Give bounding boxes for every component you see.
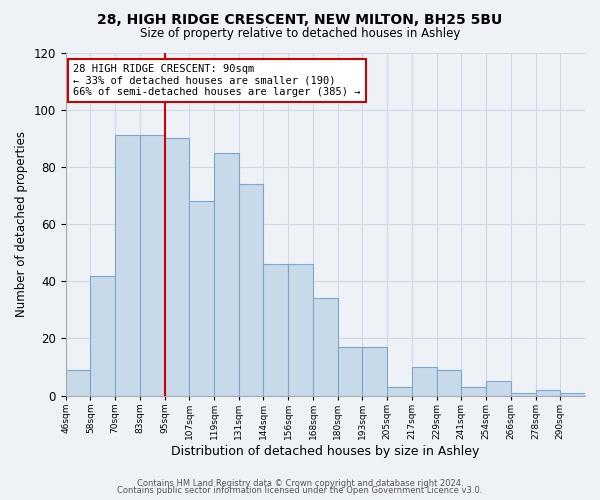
Bar: [536, 390, 560, 396]
Bar: [412, 367, 437, 396]
Bar: [263, 264, 288, 396]
Bar: [560, 393, 585, 396]
Y-axis label: Number of detached properties: Number of detached properties: [15, 131, 28, 317]
Bar: [91, 276, 115, 396]
Bar: [239, 184, 263, 396]
Bar: [140, 136, 164, 396]
Bar: [65, 370, 91, 396]
Bar: [486, 382, 511, 396]
Text: Contains HM Land Registry data © Crown copyright and database right 2024.: Contains HM Land Registry data © Crown c…: [137, 478, 463, 488]
Bar: [288, 264, 313, 396]
Bar: [164, 138, 190, 396]
Text: Contains public sector information licensed under the Open Government Licence v3: Contains public sector information licen…: [118, 486, 482, 495]
Bar: [437, 370, 461, 396]
Bar: [190, 201, 214, 396]
Bar: [511, 393, 536, 396]
Text: 28 HIGH RIDGE CRESCENT: 90sqm
← 33% of detached houses are smaller (190)
66% of : 28 HIGH RIDGE CRESCENT: 90sqm ← 33% of d…: [73, 64, 361, 97]
Bar: [461, 387, 486, 396]
Bar: [362, 347, 387, 396]
Bar: [338, 347, 362, 396]
Bar: [115, 136, 140, 396]
Bar: [214, 152, 239, 396]
Bar: [387, 387, 412, 396]
Bar: [313, 298, 338, 396]
Text: Size of property relative to detached houses in Ashley: Size of property relative to detached ho…: [140, 28, 460, 40]
X-axis label: Distribution of detached houses by size in Ashley: Distribution of detached houses by size …: [171, 444, 479, 458]
Text: 28, HIGH RIDGE CRESCENT, NEW MILTON, BH25 5BU: 28, HIGH RIDGE CRESCENT, NEW MILTON, BH2…: [97, 12, 503, 26]
